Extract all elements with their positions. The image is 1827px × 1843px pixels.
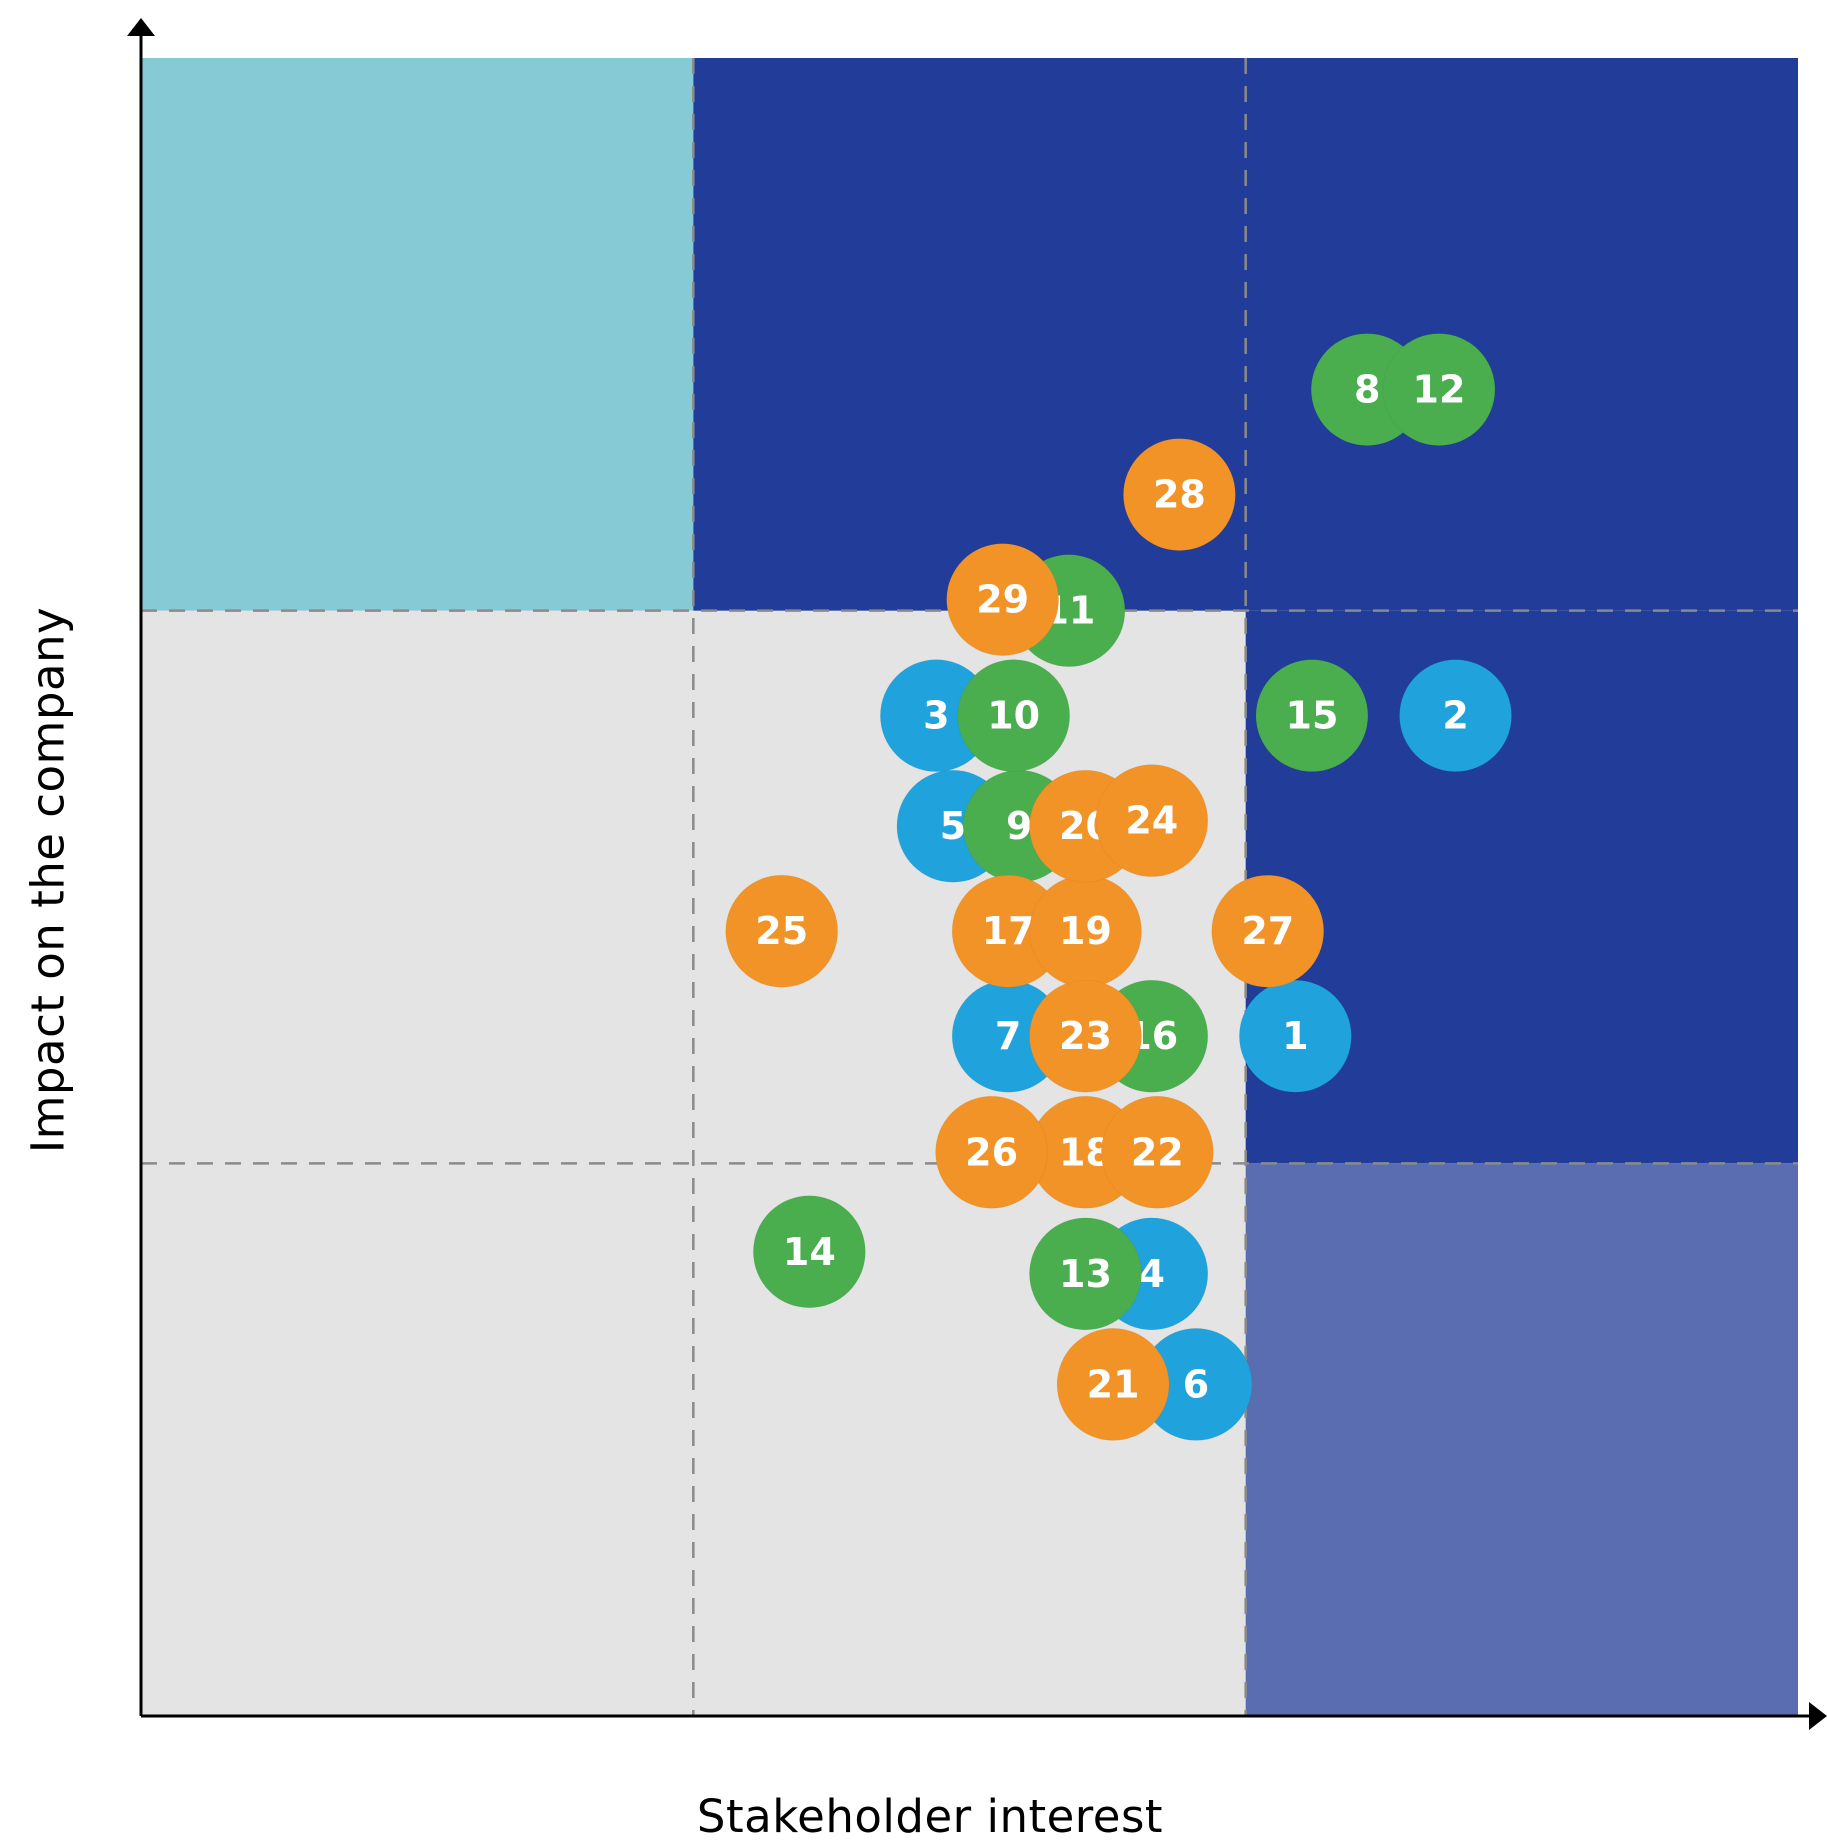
data-point-label: 12: [1413, 368, 1466, 412]
data-point-label: 2: [1442, 694, 1468, 738]
data-point-28: 28: [1122, 438, 1236, 552]
data-point-label: 13: [1059, 1252, 1112, 1296]
x-axis-arrow: [1809, 1702, 1827, 1730]
data-point-label: 27: [1241, 909, 1294, 953]
data-point-1: 1: [1238, 979, 1352, 1093]
data-point-label: 26: [965, 1130, 1018, 1174]
x-axis-title: Stakeholder interest: [696, 1790, 1164, 1843]
data-point-27: 27: [1211, 874, 1325, 988]
data-point-12: 12: [1382, 333, 1496, 447]
data-point-label: 1: [1282, 1014, 1308, 1058]
data-point-label: 22: [1131, 1130, 1184, 1174]
data-point-circle: [1056, 1327, 1170, 1441]
data-point-10: 10: [957, 659, 1071, 773]
data-point-label: 3: [923, 694, 949, 738]
data-point-19: 19: [1028, 874, 1142, 988]
grid-lines: [141, 58, 1798, 1716]
data-point-label: 24: [1125, 799, 1178, 843]
data-point-label: 21: [1087, 1362, 1140, 1406]
data-point-label: 19: [1059, 909, 1112, 953]
data-point-26: 26: [935, 1095, 1049, 1209]
data-point-2: 2: [1399, 659, 1513, 773]
quadrant-high-impact-low-interest: [141, 58, 694, 611]
y-axis-arrow: [127, 18, 155, 36]
data-point-circle: [1122, 438, 1236, 552]
data-point-circle: [1399, 659, 1513, 773]
data-point-circle: [1238, 979, 1352, 1093]
data-point-label: 25: [755, 909, 808, 953]
quadrant-backgrounds: [141, 58, 1799, 1716]
data-point-label: 4: [1139, 1252, 1165, 1296]
data-point-label: 8: [1354, 368, 1380, 412]
data-point-circle: [1028, 979, 1142, 1093]
data-point-circle: [1028, 1217, 1142, 1331]
quadrant-high-impact: [693, 58, 1799, 611]
data-point-circle: [1100, 1095, 1214, 1209]
quadrant-high-interest-low-impact: [1245, 1163, 1798, 1716]
data-points: 1234567891011121314151617181920212223242…: [725, 333, 1513, 1441]
data-point-circle: [1255, 659, 1369, 773]
data-point-29: 29: [946, 543, 1060, 657]
data-point-14: 14: [752, 1195, 866, 1309]
data-point-label: 23: [1059, 1014, 1112, 1058]
data-point-22: 22: [1100, 1095, 1214, 1209]
data-point-label: 6: [1183, 1362, 1209, 1406]
data-point-6: 6: [1139, 1327, 1253, 1441]
data-point-3: 3: [879, 659, 993, 773]
data-point-17: 17: [951, 874, 1065, 988]
data-point-circle: [1382, 333, 1496, 447]
data-point-label: 10: [987, 694, 1040, 738]
data-point-circle: [725, 874, 839, 988]
data-point-label: 29: [976, 578, 1029, 622]
data-point-circle: [1211, 874, 1325, 988]
data-point-23: 23: [1028, 979, 1142, 1093]
data-point-label: 28: [1153, 473, 1206, 517]
data-point-circle: [935, 1095, 1049, 1209]
data-point-label: 9: [1006, 804, 1032, 848]
data-point-label: 15: [1286, 694, 1339, 738]
data-point-21: 21: [1056, 1327, 1170, 1441]
data-point-24: 24: [1095, 764, 1209, 878]
data-point-label: 5: [940, 804, 966, 848]
data-point-label: 14: [783, 1230, 836, 1274]
data-point-circle: [752, 1195, 866, 1309]
data-point-circle: [946, 543, 1060, 657]
data-point-circle: [1095, 764, 1209, 878]
data-point-15: 15: [1255, 659, 1369, 773]
data-point-25: 25: [725, 874, 839, 988]
y-axis-title: Impact on the company: [21, 606, 75, 1154]
data-point-13: 13: [1028, 1217, 1142, 1331]
data-point-label: 17: [982, 909, 1035, 953]
data-point-circle: [957, 659, 1071, 773]
axes: [127, 18, 1827, 1730]
data-point-label: 7: [995, 1014, 1021, 1058]
